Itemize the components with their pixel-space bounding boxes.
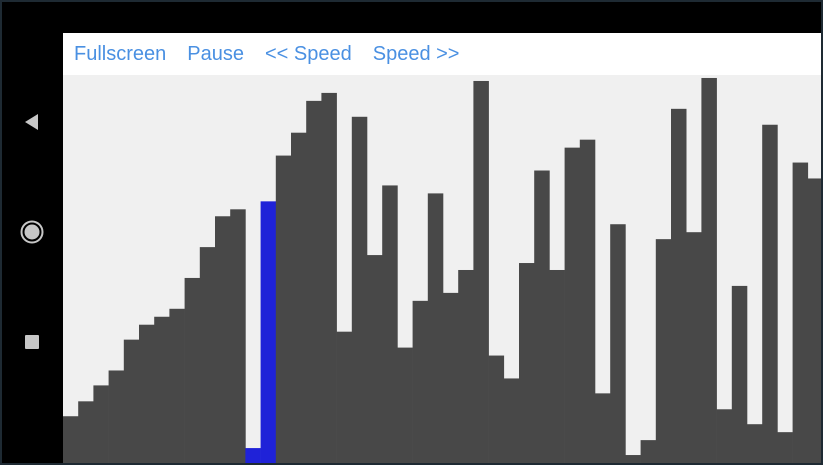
bar (640, 440, 657, 463)
pause-link[interactable]: Pause (187, 42, 244, 65)
bar (807, 178, 821, 463)
bar (184, 277, 201, 463)
bar (78, 401, 94, 463)
back-triangle-icon (25, 114, 38, 130)
bar (139, 324, 155, 463)
speed-down-link[interactable]: << Speed (264, 42, 352, 65)
sorting-visualizer-app: Fullscreen Pause << Speed Speed >> (63, 33, 821, 463)
bar (716, 409, 733, 463)
android-navigation-bar (2, 2, 62, 463)
bar (762, 124, 778, 463)
bar (747, 424, 763, 463)
bar (458, 269, 474, 463)
bar (579, 139, 596, 463)
bar (412, 300, 429, 463)
bar (199, 247, 216, 463)
bar (336, 331, 353, 463)
bar (427, 193, 444, 463)
recents-square-icon (25, 335, 39, 349)
fullscreen-link[interactable]: Fullscreen (74, 42, 167, 65)
bar (382, 185, 398, 463)
bar (503, 378, 520, 463)
bar (519, 263, 535, 463)
bar (397, 347, 413, 463)
bar (93, 385, 109, 463)
highlighted-bar (245, 448, 261, 463)
bar (443, 292, 459, 463)
recents-button[interactable] (14, 324, 50, 360)
bar (777, 432, 793, 463)
bar (169, 308, 185, 463)
bar (473, 80, 489, 463)
home-button[interactable] (14, 214, 50, 250)
bar (63, 416, 79, 463)
bar (534, 170, 550, 463)
home-circle-icon (20, 220, 44, 244)
bar (625, 455, 641, 463)
bar (671, 108, 687, 463)
bar (792, 162, 809, 463)
bar (610, 224, 626, 463)
bar (154, 316, 170, 463)
bar (564, 147, 581, 463)
bar (230, 209, 246, 463)
bar (123, 339, 140, 463)
bar (686, 232, 702, 463)
bar (367, 255, 383, 463)
bar (351, 116, 368, 463)
bar (655, 239, 672, 463)
bar (488, 355, 505, 463)
bar (595, 393, 611, 463)
bar (306, 100, 322, 463)
bar (321, 92, 337, 463)
bar-visualization (63, 77, 821, 463)
bar (549, 269, 565, 463)
highlighted-bar (260, 201, 277, 463)
bar (291, 132, 307, 463)
bar (108, 370, 125, 463)
back-button[interactable] (14, 104, 50, 140)
bar (215, 216, 231, 463)
bar (731, 285, 748, 463)
speed-up-link[interactable]: Speed >> (372, 42, 460, 65)
bar (275, 155, 292, 463)
toolbar: Fullscreen Pause << Speed Speed >> (63, 33, 821, 75)
bar (701, 77, 717, 463)
